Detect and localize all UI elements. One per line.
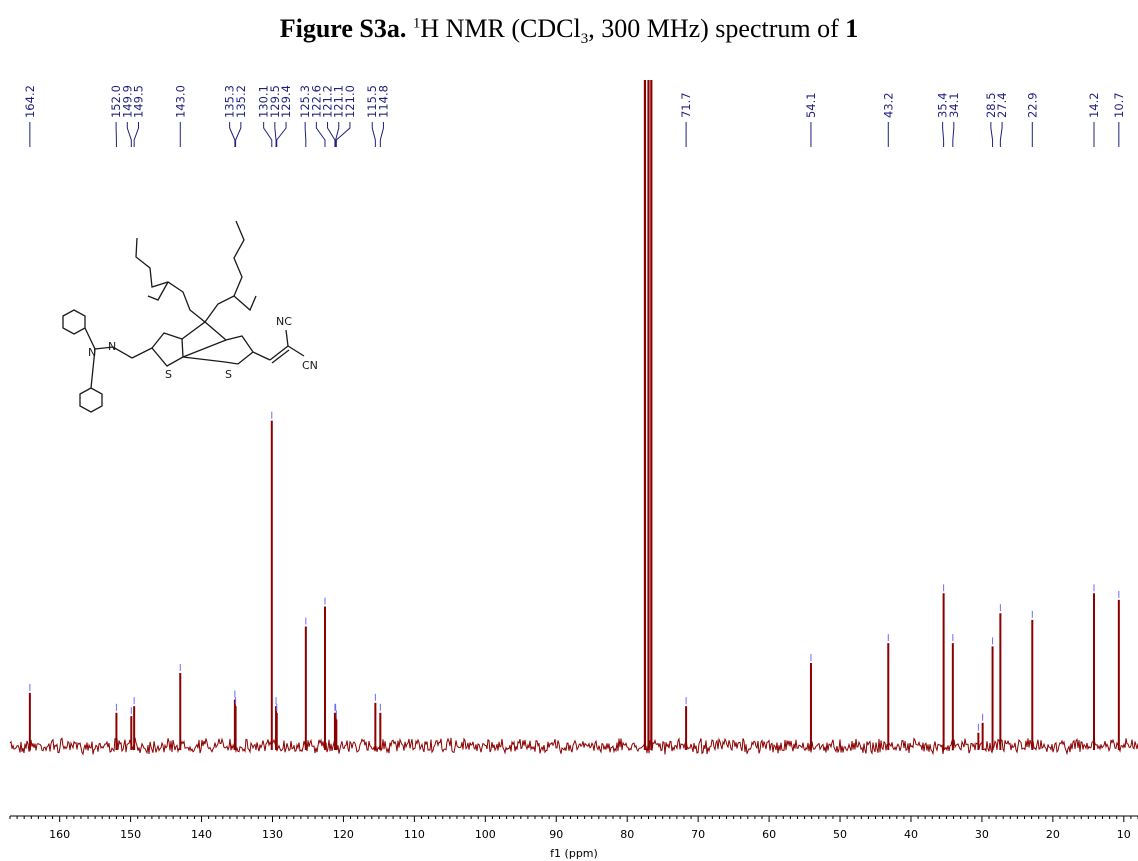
peak-label-connectors [29,122,1120,147]
peak-label-connector [335,122,351,147]
peak-label: 28.5 [984,92,998,118]
thiophene-left [151,332,184,367]
peak-label: 125.3 [298,85,312,118]
x-tick-label: 150 [120,828,141,841]
peak-label-connector [304,122,307,147]
peak-label-connector [942,122,945,147]
x-tick-label: 30 [975,828,989,841]
peak-label-connector [126,122,132,147]
x-axis: 160 150 140 130 120 110 100 90 80 70 60 50 40 30 20 10 [9,815,1138,841]
isotope-superscript: 1 [412,15,421,32]
peak-label-connector [235,122,242,147]
peak-label: 27.4 [995,92,1009,118]
x-tick-label: 20 [1046,828,1060,841]
x-tick-label: 130 [262,828,283,841]
x-tick-label: 70 [691,828,705,841]
title-part-2: , 300 MHz) spectrum of [588,14,846,43]
peak-label: 121.2 [321,85,335,118]
x-tick-label: 140 [191,828,212,841]
peak-label: 143.0 [173,85,187,118]
peak-label: 35.4 [936,92,950,118]
x-tick-label: 60 [762,828,776,841]
title-part-1: NMR (CDCl [439,14,581,43]
chemical-structure [62,220,305,413]
peak-label-connector [990,122,994,147]
peak-label: 130.1 [257,85,271,118]
peak-label: 10.7 [1112,92,1126,118]
peak-label: 115.5 [365,85,379,118]
sulfur-label-1: S [165,368,172,381]
compound-number: 1 [845,14,859,43]
x-tick-label: 10 [1117,828,1131,841]
figure-title: Figure S3a. 1H NMR (CDCl3, 300 MHz) spec… [0,14,1138,48]
alkyl-chain-2 [204,220,245,323]
x-tick-label: 90 [549,828,563,841]
peak-label: 149.5 [131,85,145,118]
peak-label-connector [371,122,376,147]
nitrile-label-nc: NC [276,315,292,328]
peak-label: 121.1 [332,85,346,118]
x-tick-label: 100 [475,828,496,841]
peak-label: 149.9 [120,85,134,118]
x-tick-label: 160 [49,828,70,841]
peak-label-connector [327,122,336,147]
nitrogen-label-1: N [88,346,96,359]
peak-label: 164.2 [23,85,37,118]
peak-label-connector [274,122,277,147]
peak-label: 129.5 [268,85,282,118]
peak-label: 135.3 [223,85,237,118]
peak-label: 135.2 [234,85,248,118]
nucleus: H [420,14,440,43]
peak-label: 114.8 [376,85,390,118]
x-tick-label: 50 [833,828,847,841]
peak-label-connector [952,122,955,147]
peak-label: 54.1 [804,92,818,118]
phenyl-ring-1 [62,309,86,335]
peak-label-connector [335,122,340,147]
nitrogen-label-2: N [108,340,116,353]
peak-label: 22.9 [1025,92,1039,118]
spectrum-layer [9,80,1138,756]
peak-label-connector [276,122,287,147]
peak-label: 14.2 [1087,92,1101,118]
peak-label-connector [133,122,139,147]
peak-label: 34.1 [947,92,961,118]
baseline-noise [9,736,1138,756]
x-axis-label: f1 (ppm) [550,847,598,860]
peak-label: 71.7 [679,92,693,118]
phenyl-ring-2 [79,387,103,413]
peak-label: 121.0 [343,85,357,118]
peak-label: 129.4 [279,85,293,118]
sulfur-label-2: S [225,368,232,381]
x-tick-label: 40 [904,828,918,841]
nitrile-label-cn: CN [302,359,318,372]
peak-label-connector [379,122,384,147]
peak-label: 152.0 [109,85,123,118]
peak-label-connector [263,122,273,147]
title-subscript: 3 [580,31,589,48]
peak-label-connector [315,122,326,147]
peak-label-connector [999,122,1003,147]
x-tick-label: 120 [333,828,354,841]
thiophene-right [182,335,254,365]
x-tick-label: 80 [620,828,634,841]
peak-label: 43.2 [881,92,895,118]
peak-label: 122.6 [309,85,323,118]
figure-label: Figure S3a. [279,14,407,43]
alkyl-chain-1 [135,237,206,323]
peak-label-connector [229,122,236,147]
x-tick-label: 110 [404,828,425,841]
